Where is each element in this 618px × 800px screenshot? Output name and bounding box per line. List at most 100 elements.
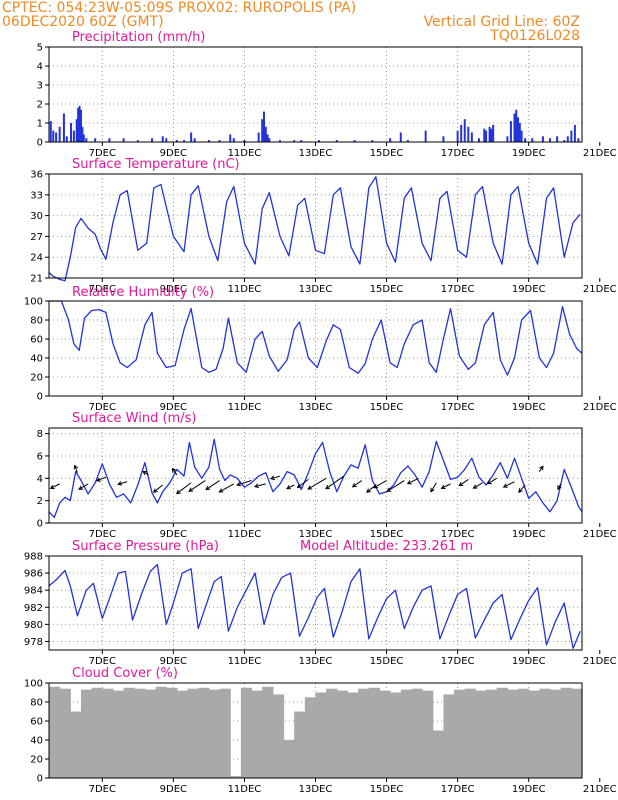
y-tick-label: 100 [24, 679, 43, 690]
precip-bar [556, 136, 559, 142]
precip-bar [577, 138, 580, 142]
precip-bar [264, 126, 267, 142]
cloud-bar [422, 690, 434, 778]
cloud-bar [198, 687, 210, 778]
wind-arrow-head [296, 483, 302, 489]
precip-bar [278, 140, 281, 142]
wind-arrow [78, 483, 89, 490]
precip-bar [509, 121, 512, 142]
x-tick-label: 17DEC [441, 656, 475, 667]
wind-arrow [74, 465, 78, 473]
precip-bar [513, 113, 516, 142]
y-tick-label: 986 [24, 569, 43, 580]
precip-bar [62, 113, 65, 142]
x-tick-label: 17DEC [441, 402, 475, 413]
header-line-1: CPTEC: 054:23W-05:09S PROX02: RUROPOLIS … [2, 0, 357, 16]
wind-arrow [407, 477, 419, 485]
wind-arrow [430, 482, 437, 493]
wind-arrow [297, 479, 309, 488]
precip-bar [79, 109, 82, 142]
x-tick-label: 7DEC [89, 656, 116, 667]
cloud-bar [240, 687, 253, 778]
x-tick-label: 11DEC [228, 784, 262, 795]
cloud-bar [102, 688, 114, 778]
wind-arrow [352, 480, 362, 488]
x-tick-label: 19DEC [512, 402, 546, 413]
panel-title: Relative Humidity (%) [72, 285, 214, 300]
precip-bar [183, 140, 186, 142]
wind-arrow-head [152, 488, 158, 493]
x-tick-label: 15DEC [370, 402, 404, 413]
precip-bar [70, 123, 73, 142]
wind-arrow-head [486, 479, 492, 485]
wind-arrow-head [171, 467, 177, 473]
wind-arrow [325, 475, 345, 490]
wind-arrow [373, 480, 387, 489]
y-tick-label: 27 [30, 232, 43, 243]
precip-bar [268, 138, 271, 142]
cloud-bar [454, 689, 466, 778]
x-tick-label: 21DEC [583, 284, 617, 295]
precip-bar [517, 117, 520, 142]
wind-arrow [236, 480, 252, 486]
x-tick-label: 9DEC [160, 529, 187, 540]
wind-arrow-head [430, 487, 435, 493]
precip-bar [399, 132, 402, 142]
header-grid-line: Vertical Grid Line: 60Z [423, 14, 580, 30]
wind-arrow-head [269, 475, 275, 481]
y-tick-label: 6 [37, 451, 43, 462]
precip-bar [266, 134, 269, 142]
precip-bar [82, 134, 85, 142]
panel-title: Surface Temperature (nC) [72, 157, 240, 172]
precip-bar [85, 138, 88, 142]
x-tick-label: 21DEC [583, 784, 617, 795]
cloud-bar [166, 687, 178, 778]
x-tick-label: 7DEC [89, 529, 116, 540]
y-tick-label: 30 [30, 211, 43, 222]
series-line [48, 176, 581, 282]
cloud-bar [347, 692, 359, 778]
x-tick-label: 9DEC [160, 284, 187, 295]
precip-bar [300, 140, 303, 142]
x-tick-label: 11DEC [228, 529, 262, 540]
wind-arrow-head [502, 483, 508, 488]
x-tick-label: 11DEC [228, 148, 262, 159]
cloud-bar [443, 694, 455, 778]
x-tick-label: 7DEC [89, 784, 116, 795]
wind-arrow-head [373, 484, 378, 489]
panel-title: Surface Pressure (hPa) [72, 539, 219, 554]
wind-arrow [96, 476, 107, 482]
x-tick-label: 11DEC [228, 284, 262, 295]
x-tick-label: 13DEC [299, 784, 333, 795]
cloud-bar [219, 688, 231, 778]
y-tick-label: 0 [37, 774, 43, 785]
cloud-bar [379, 690, 391, 778]
wind-arrow [307, 477, 327, 490]
precip-bar [77, 107, 80, 142]
wind-arrow [441, 483, 451, 489]
wind-arrow-head [518, 488, 523, 493]
wind-arrow-head [188, 487, 194, 492]
wind-arrow-head [325, 484, 330, 490]
wind-arrow [473, 482, 483, 489]
wind-arrow-head [95, 477, 101, 482]
precip-bar [175, 140, 178, 142]
precip-bar [261, 119, 264, 142]
cloud-bar [560, 687, 572, 778]
wind-arrow [386, 480, 405, 492]
series-line [48, 438, 583, 519]
x-tick-label: 19DEC [512, 148, 546, 159]
wind-arrow [142, 470, 149, 476]
x-tick-label: 17DEC [441, 529, 475, 540]
y-tick-label: 24 [30, 253, 43, 264]
precip-bar [151, 138, 154, 142]
cloud-bar [304, 697, 317, 778]
wind-arrow-head [307, 485, 313, 490]
cloud-bar [518, 688, 530, 778]
precip-bar [456, 130, 459, 142]
wind-arrow [459, 479, 469, 487]
panel-title: Precipitation (mm/h) [72, 30, 205, 45]
y-tick-label: 0 [37, 519, 43, 530]
precip-bar [573, 124, 576, 142]
